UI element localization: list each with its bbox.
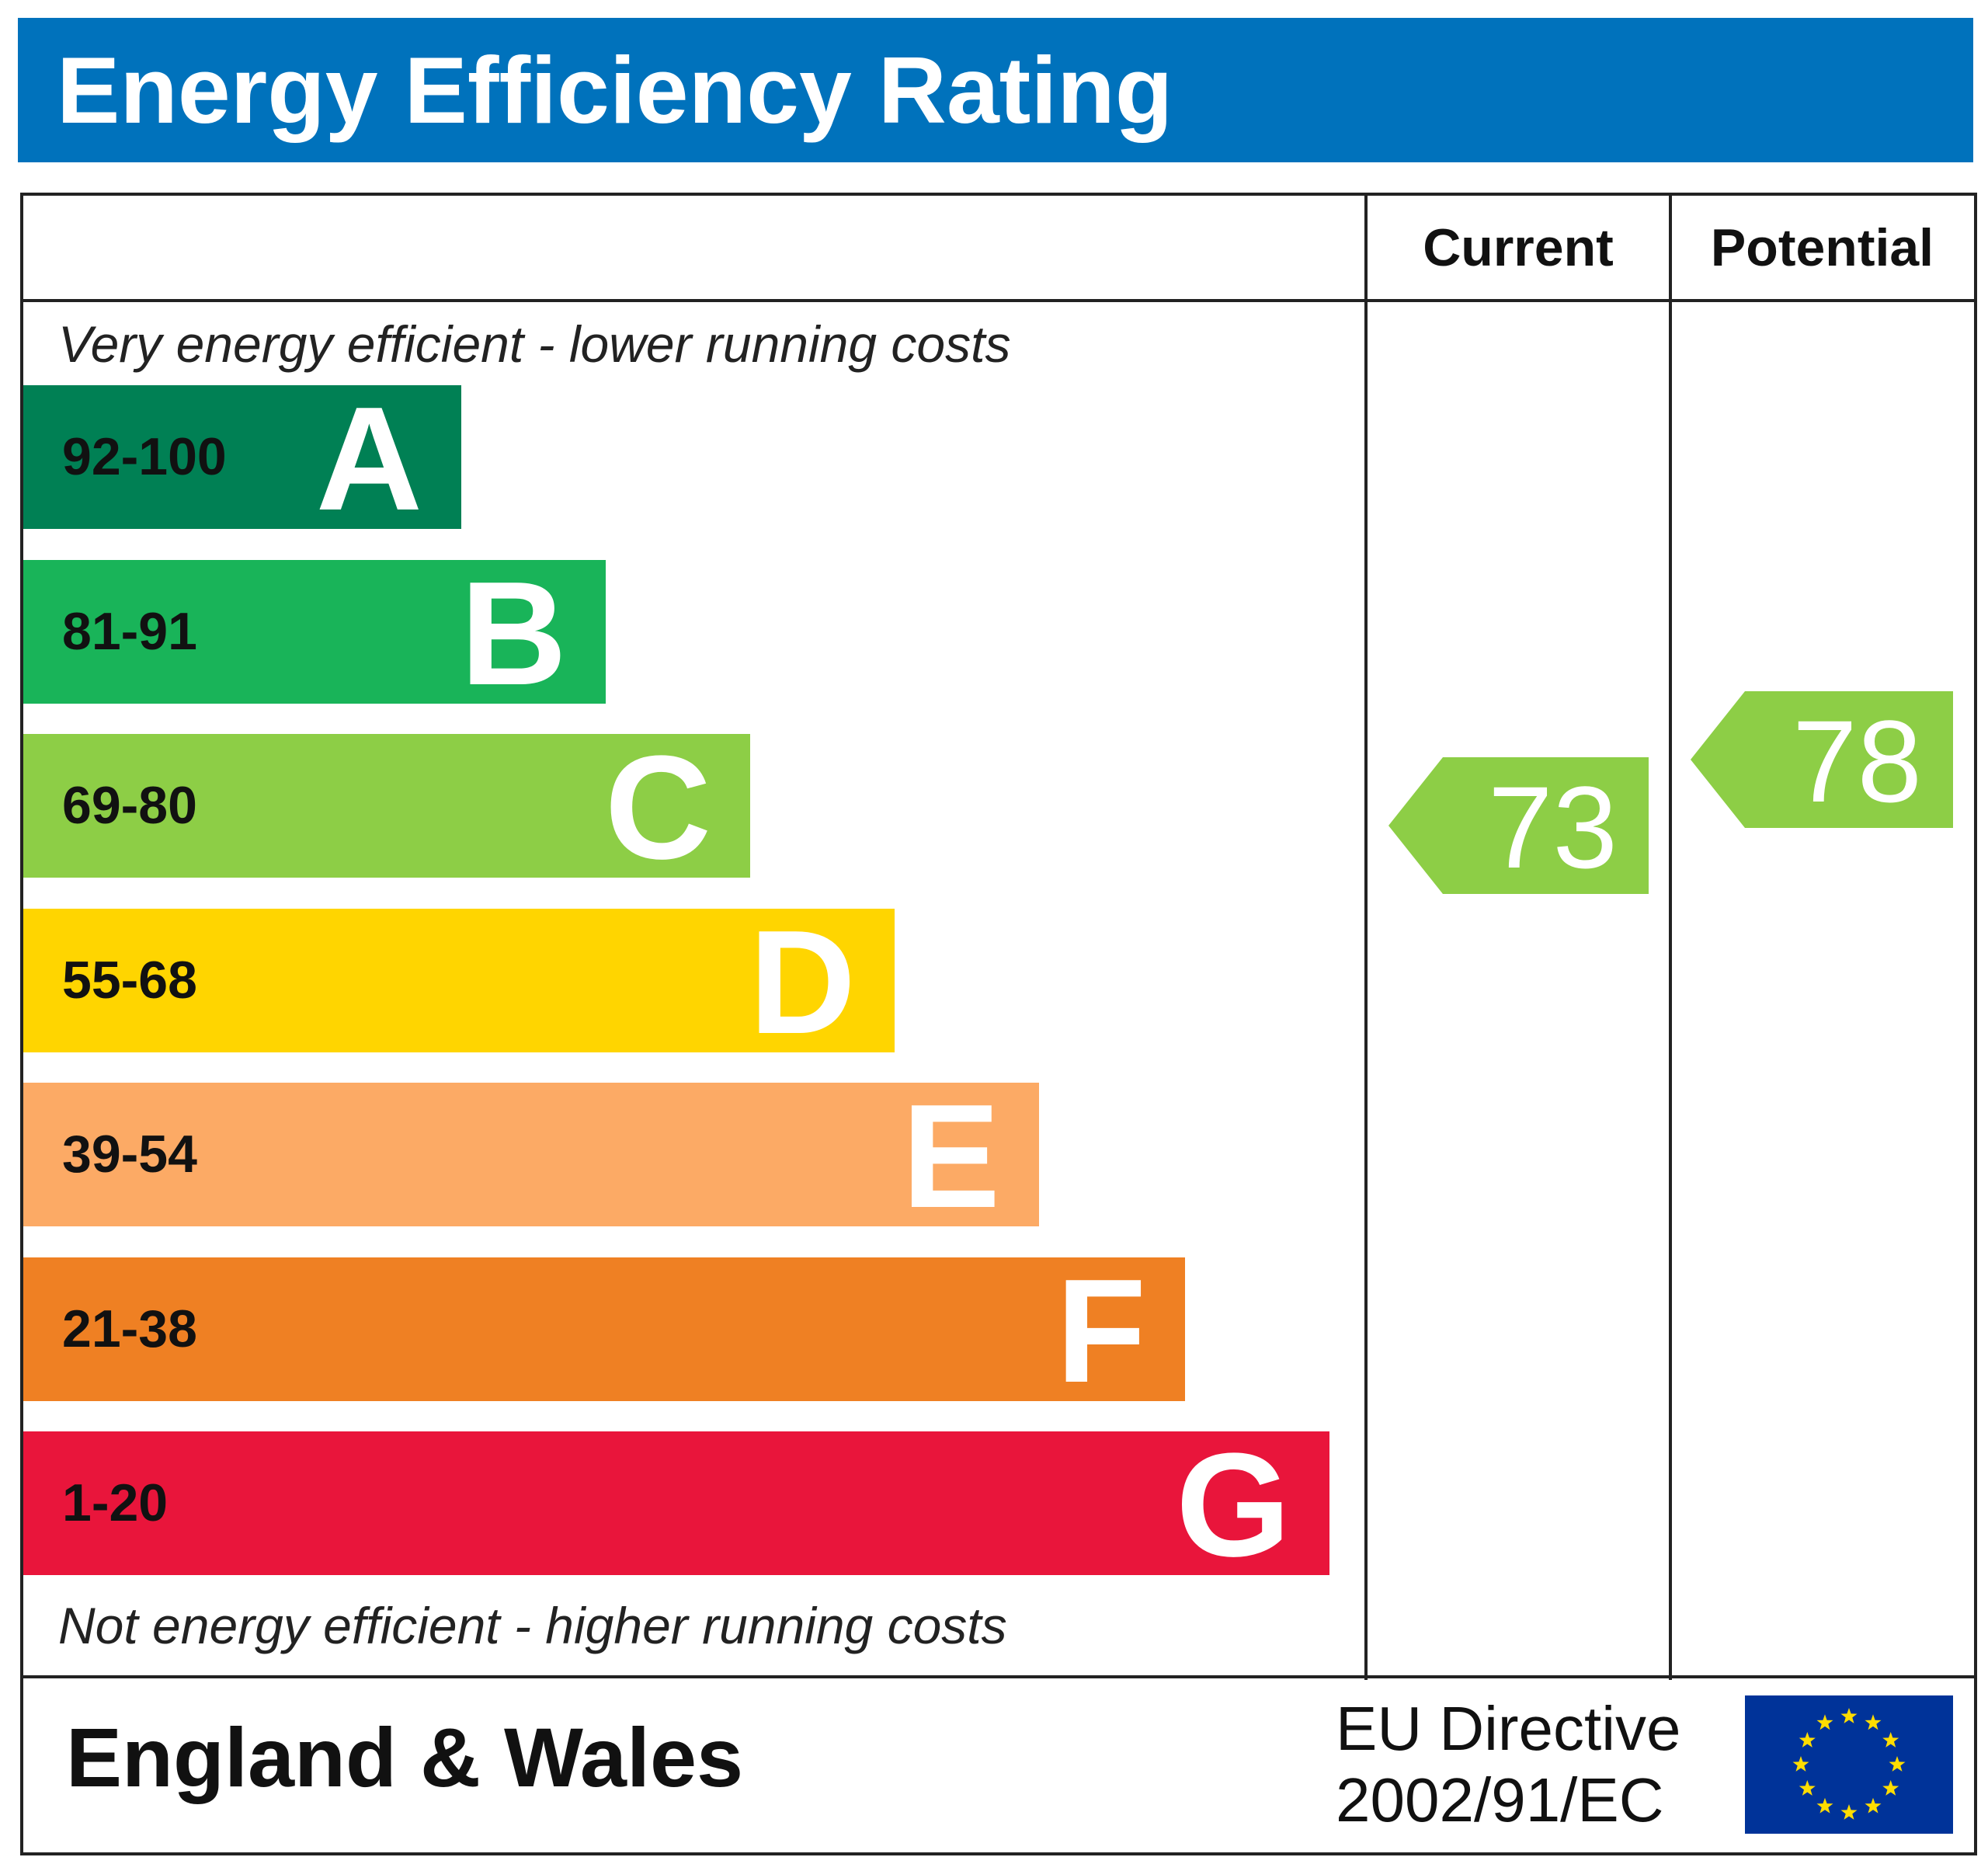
band-range: 69-80 xyxy=(62,776,197,835)
star-icon xyxy=(1840,1708,1858,1723)
star-icon xyxy=(1889,1756,1906,1772)
band-range: 81-91 xyxy=(62,601,197,661)
star-icon xyxy=(1816,1797,1833,1814)
star-icon xyxy=(1865,1714,1882,1730)
band-f: 21-38 F xyxy=(23,1257,1185,1405)
current-rating-value: 73 xyxy=(1488,762,1618,892)
band-letter: E xyxy=(902,1074,1000,1239)
star-icon xyxy=(1865,1797,1882,1814)
band-range: 21-38 xyxy=(62,1299,197,1358)
band-g: 1-20 G xyxy=(23,1431,1329,1579)
current-column-header: Current xyxy=(1423,218,1614,277)
band-letter: A xyxy=(315,377,422,541)
band-b: 81-91 B xyxy=(23,559,606,708)
star-icon xyxy=(1882,1780,1899,1796)
star-icon xyxy=(1882,1732,1899,1748)
band-range: 39-54 xyxy=(62,1125,197,1184)
band-letter: D xyxy=(749,899,856,1065)
title-banner: Energy Efficiency Rating xyxy=(18,18,1973,162)
eu-directive: EU Directive 2002/91/EC xyxy=(1336,1693,1681,1836)
band-range: 92-100 xyxy=(62,427,227,486)
current-rating-arrow: 73 xyxy=(1388,757,1649,894)
band-d: 55-68 D xyxy=(23,908,895,1056)
potential-rating-arrow: 78 xyxy=(1691,691,1953,828)
footer-divider xyxy=(20,1675,1976,1678)
star-icon xyxy=(1792,1756,1809,1772)
bottom-note: Not energy efficient - higher running co… xyxy=(58,1597,1007,1654)
band-range: 1-20 xyxy=(62,1473,169,1532)
band-letter: B xyxy=(460,551,567,716)
star-icon xyxy=(1799,1780,1816,1796)
rating-table xyxy=(20,193,1977,1855)
chart-title: Energy Efficiency Rating xyxy=(57,37,1173,143)
band-range: 55-68 xyxy=(62,950,197,1010)
column-divider xyxy=(1364,193,1368,1680)
directive-line1: EU Directive xyxy=(1336,1694,1681,1763)
band-c: 69-80 C xyxy=(23,734,750,882)
band-e: 39-54 E xyxy=(23,1083,1039,1230)
eu-flag-icon xyxy=(1745,1695,1953,1834)
header-divider xyxy=(20,299,1976,302)
potential-rating-value: 78 xyxy=(1792,696,1922,826)
star-icon xyxy=(1799,1732,1816,1748)
star-icon xyxy=(1840,1804,1858,1820)
potential-column-header: Potential xyxy=(1710,218,1934,277)
top-note: Very energy efficient - lower running co… xyxy=(58,315,1011,373)
band-letter: F xyxy=(1055,1248,1146,1414)
column-divider xyxy=(1669,193,1672,1680)
band-letter: G xyxy=(1176,1423,1291,1588)
star-icon xyxy=(1816,1714,1833,1730)
band-a: 92-100 A xyxy=(23,385,461,533)
band-letter: C xyxy=(604,725,711,890)
region-label: England & Wales xyxy=(66,1710,744,1804)
directive-line2: 2002/91/EC xyxy=(1336,1765,1664,1834)
